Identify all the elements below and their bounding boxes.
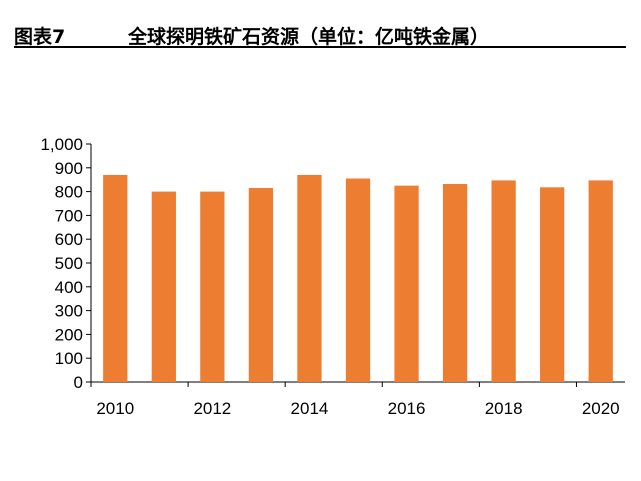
- y-tick-label: 500: [55, 254, 83, 273]
- bar-2013: [248, 188, 274, 382]
- y-tick-label: 400: [55, 278, 83, 297]
- y-axis-ticks: 0 100 200 300 400 500 600 700 800 900 1,000: [40, 135, 91, 392]
- bar-2012: [200, 191, 225, 382]
- figure-header: 图表7 全球探明铁矿石资源（单位：亿吨铁金属）: [14, 14, 626, 48]
- y-tick-label: 800: [55, 183, 83, 202]
- y-tick-label: 600: [55, 230, 83, 249]
- y-tick-label: 300: [55, 302, 83, 321]
- bar-2015: [345, 178, 371, 382]
- bar-2017: [442, 183, 468, 382]
- x-tick-label: 2020: [582, 399, 620, 418]
- y-tick-label: 100: [55, 349, 83, 368]
- figure-title: 全球探明铁矿石资源（单位：亿吨铁金属）: [128, 26, 490, 48]
- y-tick-label: 900: [55, 159, 83, 178]
- bar-2020: [588, 180, 613, 382]
- bar-2018: [491, 180, 516, 382]
- figure-label: 图表7: [14, 26, 66, 48]
- bar-2016: [394, 185, 419, 382]
- y-tick-label: 700: [55, 206, 83, 225]
- x-tick-label: 2016: [388, 399, 426, 418]
- bar-2014: [297, 174, 322, 382]
- y-tick-label: 1,000: [40, 135, 83, 154]
- x-tick-label: 2018: [485, 399, 523, 418]
- bar-2019: [540, 187, 565, 382]
- bar-2011: [151, 191, 176, 382]
- bar-2010: [103, 174, 128, 382]
- x-tick-label: 2012: [193, 399, 231, 418]
- x-tick-label: 2014: [291, 399, 329, 418]
- y-tick-label: 200: [55, 325, 83, 344]
- x-axis-ticks: 2010 2012 2014 2016 2018 2020: [90, 382, 620, 418]
- y-tick-label: 0: [74, 373, 83, 392]
- bar-series: [103, 174, 613, 382]
- x-tick-label: 2010: [96, 399, 134, 418]
